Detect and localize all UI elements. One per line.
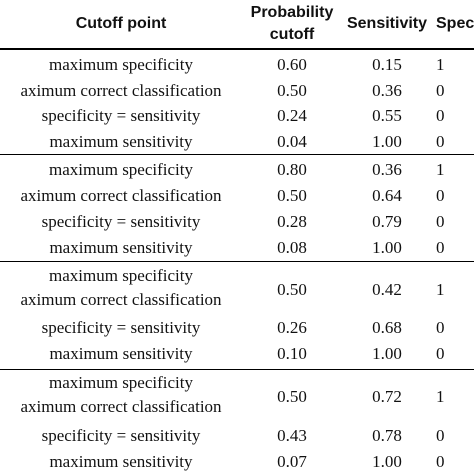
row-sensitivity: 1.00 bbox=[372, 344, 402, 363]
row-specificity: 1 bbox=[436, 160, 445, 179]
row-sensitivity: 0.78 bbox=[372, 426, 402, 445]
row-sensitivity: 1.00 bbox=[372, 238, 402, 257]
row-label: specificity = sensitivity bbox=[41, 212, 201, 231]
row-sensitivity: 1.00 bbox=[372, 452, 402, 471]
group-rule bbox=[0, 261, 474, 262]
row-specificity: 1 bbox=[436, 280, 445, 299]
row-label: maximum sensitivity bbox=[49, 238, 193, 257]
row-specificity: 0 bbox=[436, 238, 445, 257]
row-label: aximum correct classification bbox=[20, 81, 222, 100]
row-label: maximum sensitivity bbox=[49, 452, 193, 471]
row-specificity: 0 bbox=[436, 212, 445, 231]
header-sensitivity: Sensitivity bbox=[346, 15, 428, 32]
row-probability: 0.24 bbox=[277, 106, 307, 125]
row-probability: 0.50 bbox=[277, 280, 307, 299]
row-probability: 0.80 bbox=[277, 160, 307, 179]
row-specificity: 0 bbox=[436, 318, 445, 337]
row-specificity: 0 bbox=[436, 186, 445, 205]
row-probability: 0.26 bbox=[277, 318, 307, 337]
row-specificity: 1 bbox=[436, 55, 445, 74]
row-probability: 0.07 bbox=[277, 452, 307, 471]
row-probability: 0.08 bbox=[277, 238, 307, 257]
row-probability: 0.50 bbox=[277, 81, 307, 100]
header-rule bbox=[0, 48, 474, 50]
row-probability: 0.50 bbox=[277, 186, 307, 205]
group-rule bbox=[0, 154, 474, 155]
row-sensitivity: 0.36 bbox=[372, 160, 402, 179]
row-specificity: 0 bbox=[436, 344, 445, 363]
row-label: aximum correct classification bbox=[20, 290, 222, 309]
row-sensitivity: 0.68 bbox=[372, 318, 402, 337]
row-label: maximum sensitivity bbox=[49, 344, 193, 363]
row-probability: 0.60 bbox=[277, 55, 307, 74]
row-sensitivity: 0.72 bbox=[372, 387, 402, 406]
row-sensitivity: 0.15 bbox=[372, 55, 402, 74]
row-sensitivity: 0.79 bbox=[372, 212, 402, 231]
row-sensitivity: 1.00 bbox=[372, 132, 402, 151]
row-sensitivity: 0.55 bbox=[372, 106, 402, 125]
header-cutoff-point: Cutoff point bbox=[75, 15, 167, 32]
row-label: maximum specificity bbox=[49, 160, 193, 179]
row-probability: 0.43 bbox=[277, 426, 307, 445]
row-specificity: 1 bbox=[436, 387, 445, 406]
row-label: specificity = sensitivity bbox=[41, 106, 201, 125]
row-label: maximum specificity bbox=[49, 373, 193, 392]
row-probability: 0.10 bbox=[277, 344, 307, 363]
group-rule bbox=[0, 369, 474, 370]
header-specificity: Spec bbox=[436, 15, 474, 32]
row-specificity: 0 bbox=[436, 452, 445, 471]
row-label: aximum correct classification bbox=[20, 186, 222, 205]
row-label: specificity = sensitivity bbox=[41, 318, 201, 337]
row-sensitivity: 0.36 bbox=[372, 81, 402, 100]
row-specificity: 0 bbox=[436, 426, 445, 445]
row-sensitivity: 0.42 bbox=[372, 280, 402, 299]
row-probability: 0.04 bbox=[277, 132, 307, 151]
row-label: aximum correct classification bbox=[20, 397, 222, 416]
row-label: maximum sensitivity bbox=[49, 132, 193, 151]
row-label: specificity = sensitivity bbox=[41, 426, 201, 445]
row-sensitivity: 0.64 bbox=[372, 186, 402, 205]
row-probability: 0.50 bbox=[277, 387, 307, 406]
row-specificity: 0 bbox=[436, 106, 445, 125]
row-label: maximum specificity bbox=[49, 266, 193, 285]
row-label: maximum specificity bbox=[49, 55, 193, 74]
header-probability-cutoff-line2: cutoff bbox=[269, 26, 315, 43]
row-specificity: 0 bbox=[436, 132, 445, 151]
row-probability: 0.28 bbox=[277, 212, 307, 231]
header-probability-cutoff-line1: Probability bbox=[250, 4, 334, 21]
row-specificity: 0 bbox=[436, 81, 445, 100]
